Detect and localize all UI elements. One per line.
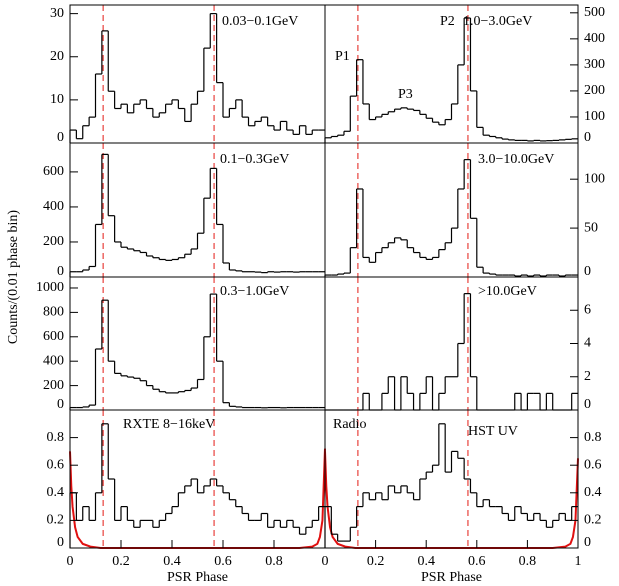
y-tick-label: 50 [584, 220, 598, 235]
panel-label: >10.0GeV [478, 284, 537, 299]
panel-label: 0.3−1.0GeV [220, 284, 289, 299]
y-tick-label: 0 [57, 264, 64, 279]
y-tick-label: 200 [43, 234, 64, 249]
y-tick-label: 0 [584, 264, 591, 279]
y-tick-label: 800 [43, 305, 64, 320]
y-tick-label: 0.6 [584, 457, 602, 472]
panel-frame [324, 409, 579, 549]
y-tick-label: 0 [57, 130, 64, 145]
y-tick-label: 20 [50, 49, 64, 64]
y-tick-label: 0.8 [584, 430, 602, 445]
y-tick-label: 0.2 [584, 513, 602, 528]
y-tick-label: 0.8 [47, 430, 65, 445]
panel-label: HST UV [468, 424, 518, 439]
x-tick-label: 0.6 [214, 554, 232, 569]
y-tick-label: 10 [50, 92, 64, 107]
x-axis-label: PSR Phase [421, 570, 482, 585]
y-tick-label: 0.6 [47, 457, 65, 472]
panel-label: 3.0−10.0GeV [478, 152, 554, 167]
y-tick-label: 200 [43, 378, 64, 393]
annotation: P1 [335, 49, 350, 64]
y-tick-label: 600 [43, 164, 64, 179]
y-tick-label: 500 [584, 5, 605, 20]
y-tick-label: 200 [584, 83, 605, 98]
x-tick-label: 0.8 [519, 554, 537, 569]
y-tick-label: 100 [584, 109, 605, 124]
y-tick-label: 0 [57, 535, 64, 550]
x-axis-label: PSR Phase [167, 570, 228, 585]
panel-label: 0.1−0.3GeV [220, 152, 289, 167]
x-tick-label: 0.2 [367, 554, 385, 569]
annotation: P2 [440, 14, 455, 29]
y-tick-label: 0 [584, 535, 591, 550]
y-tick-label: 0 [57, 397, 64, 412]
y-tick-label: 600 [43, 329, 64, 344]
panel-label: 0.03−0.1GeV [222, 14, 298, 29]
panel-label: RXTE 8−16keV [123, 417, 215, 432]
y-tick-label: 400 [584, 31, 605, 46]
radio-curve [69, 448, 326, 549]
x-tick-label: 0 [67, 554, 74, 569]
x-tick-label: 1 [575, 554, 582, 569]
y-tick-label: 400 [43, 353, 64, 368]
x-tick-label: 0.4 [163, 554, 181, 569]
y-tick-label: 2 [584, 369, 591, 384]
panel-frame [324, 276, 579, 411]
annotation: Radio [333, 417, 366, 432]
radio-curve [324, 451, 579, 549]
y-tick-label: 0 [584, 130, 591, 145]
y-tick-label: 1000 [36, 280, 64, 295]
y-tick-label: 0.2 [47, 513, 65, 528]
y-axis-label: Counts/(0.01 phase bin) [6, 210, 21, 344]
y-tick-label: 30 [50, 6, 64, 21]
y-tick-label: 4 [584, 336, 591, 351]
annotation: P3 [398, 87, 413, 102]
y-tick-label: 0 [584, 397, 591, 412]
x-tick-label: 0.4 [417, 554, 435, 569]
x-tick-label: 0 [322, 554, 329, 569]
y-tick-label: 0.4 [47, 485, 65, 500]
y-tick-label: 300 [584, 57, 605, 72]
x-tick-label: 0.2 [112, 554, 130, 569]
panel-label: 1.0−3.0GeV [463, 14, 532, 29]
y-tick-label: 6 [584, 302, 591, 317]
y-tick-label: 0.4 [584, 485, 602, 500]
x-tick-label: 0.8 [265, 554, 283, 569]
x-tick-label: 0.6 [468, 554, 486, 569]
y-tick-label: 400 [43, 199, 64, 214]
y-tick-label: 100 [584, 171, 605, 186]
